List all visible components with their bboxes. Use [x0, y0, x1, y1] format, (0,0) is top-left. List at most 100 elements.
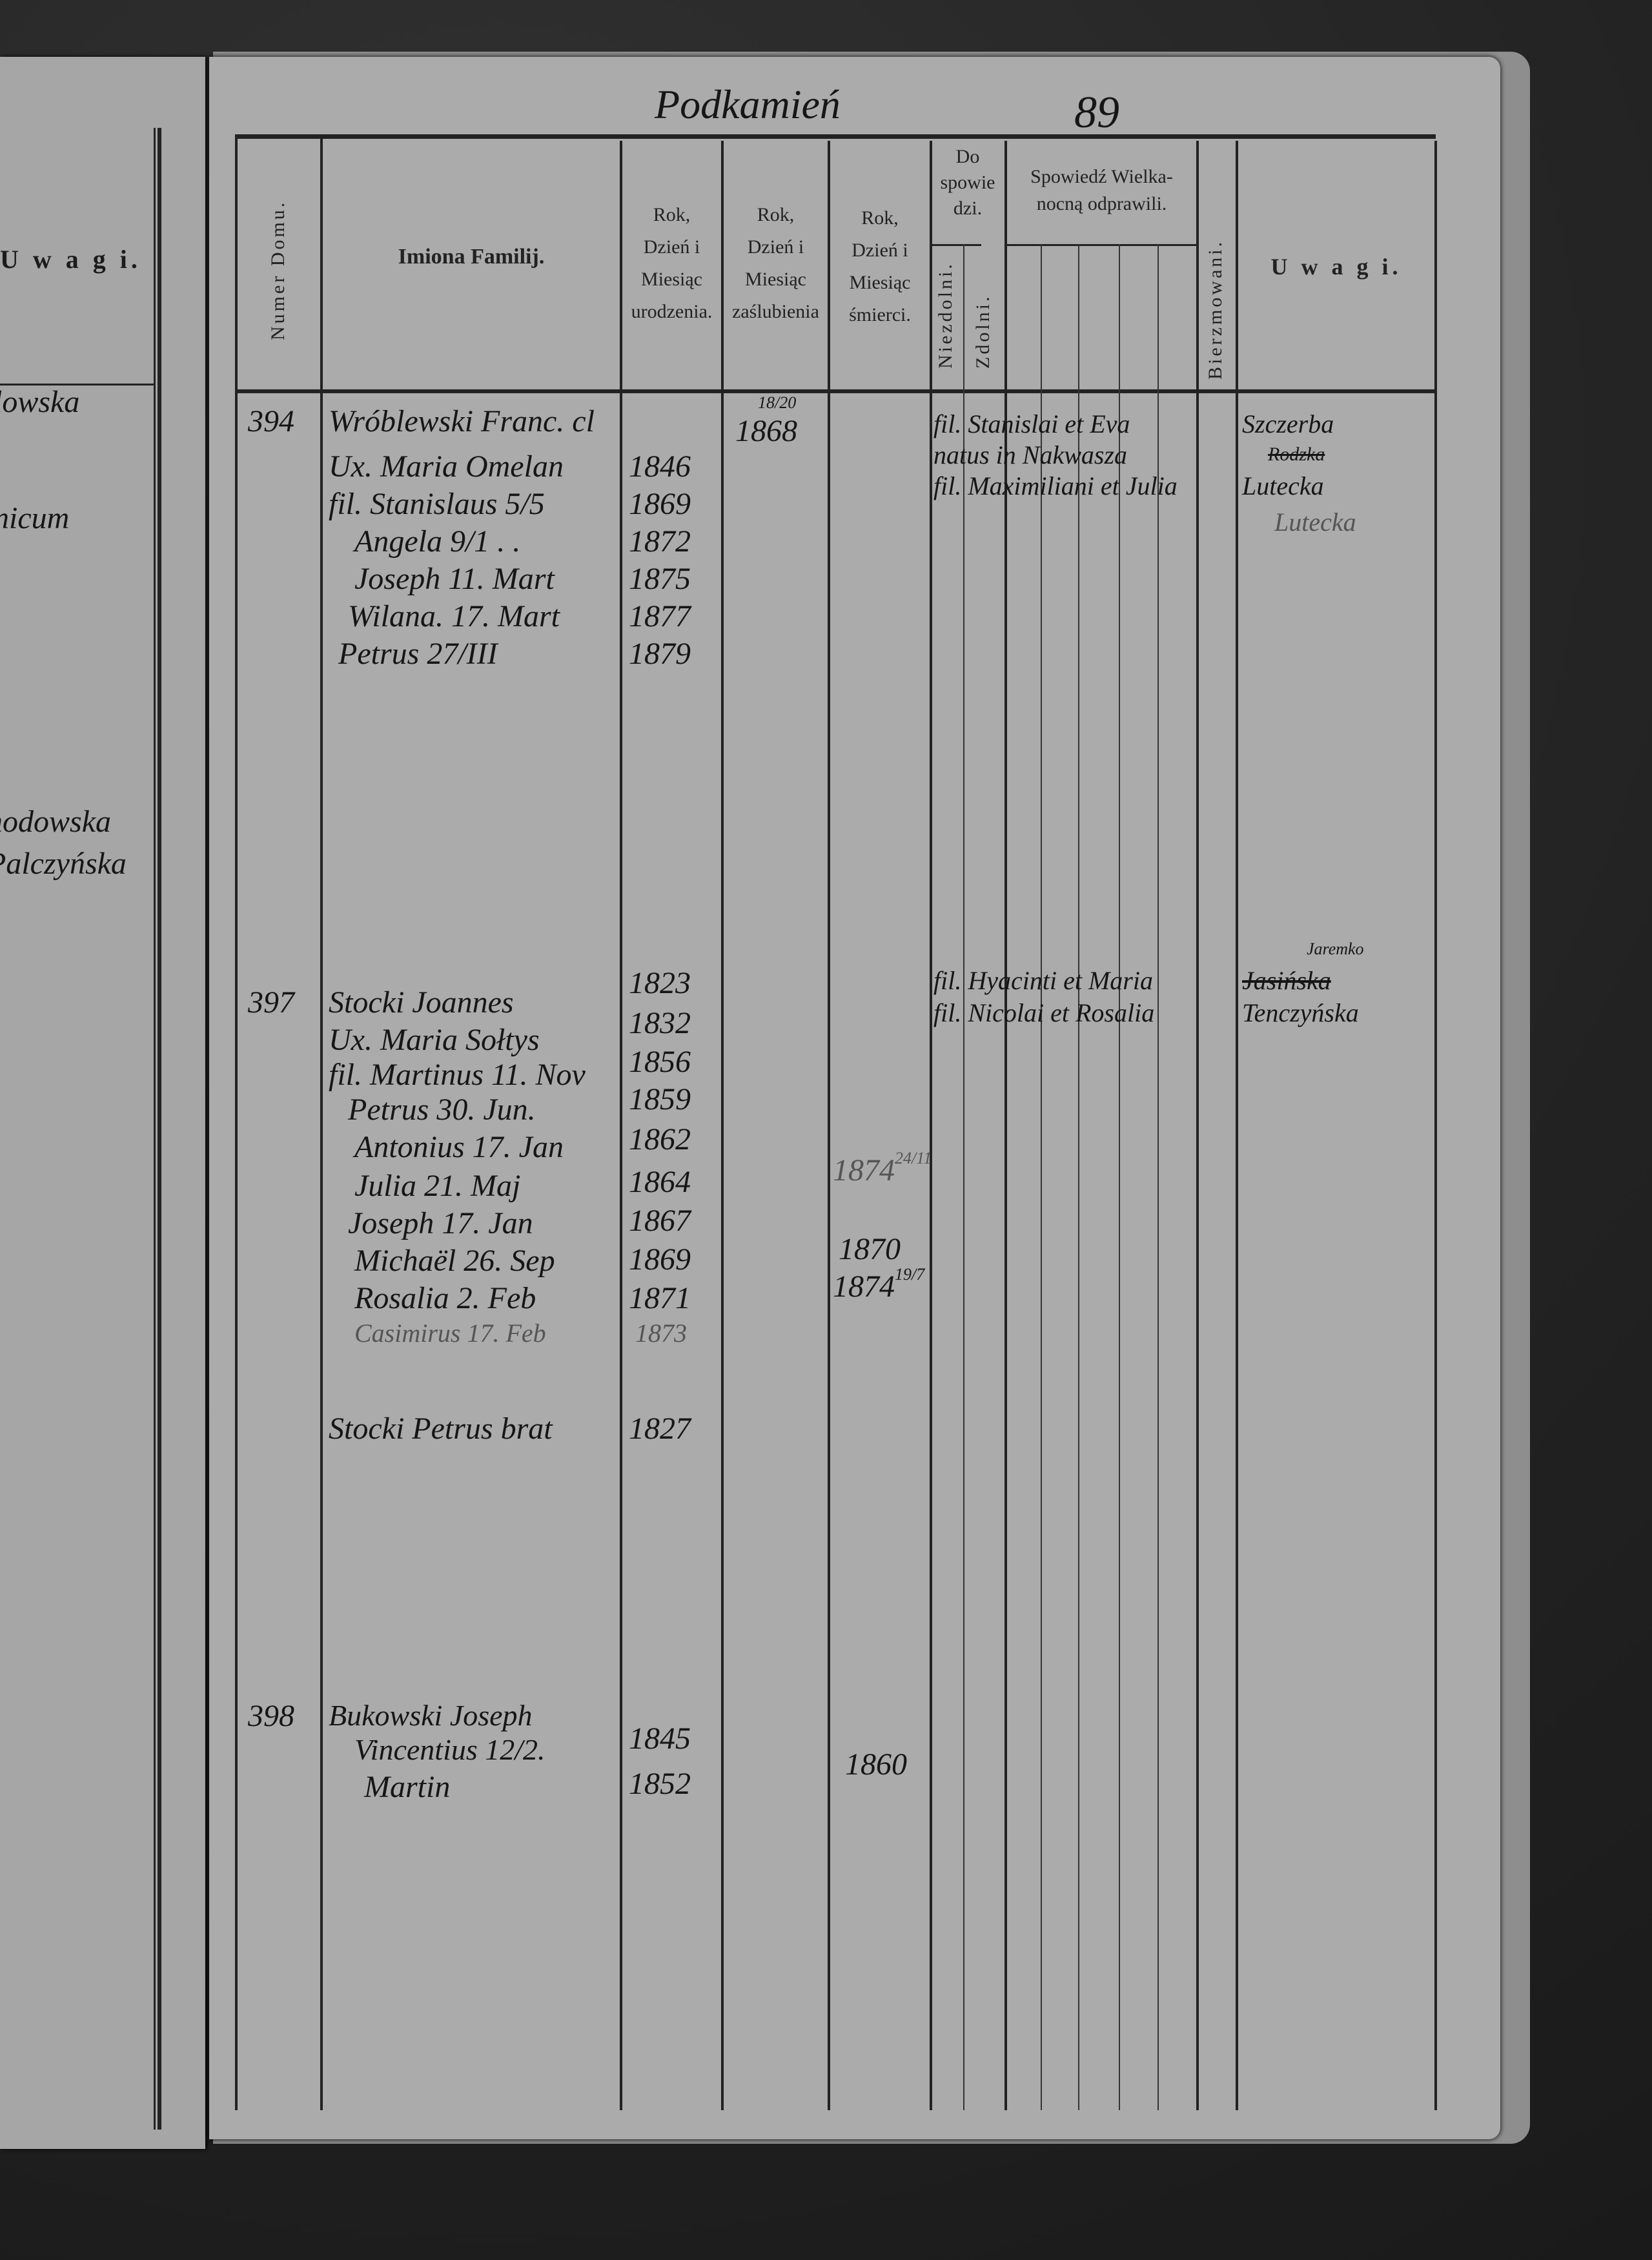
col-line	[1157, 244, 1159, 2110]
remark: Lutecka	[1274, 508, 1356, 537]
person-name-faint: Casimirus 17. Feb	[354, 1319, 546, 1348]
person-name: Wróblewski Franc. cl	[329, 404, 595, 438]
person-name: Stocki Joannes	[329, 985, 514, 1020]
header-death: Rok, Dzień i Miesiąc śmierci.	[830, 202, 930, 331]
parent-note: fil. Maximiliani et Julia	[933, 471, 1178, 500]
death-year: 1874	[833, 1269, 895, 1304]
birth-year: 1846	[629, 449, 691, 484]
birth-year: 1856	[629, 1045, 691, 1079]
header-able: Zdolni.	[972, 294, 994, 369]
person-name: fil. Stanislaus 5/5	[329, 487, 545, 521]
col-line	[1236, 141, 1238, 2110]
header-remarks: U w a g i.	[1270, 254, 1402, 280]
person-name: Antonius 17. Jan	[354, 1130, 564, 1164]
page-number: 89	[1074, 88, 1119, 138]
header-line: Dzień i	[747, 236, 804, 258]
col-line	[1041, 244, 1042, 2110]
header-line: dzi.	[953, 198, 983, 219]
person-name: Vincentius 12/2.	[354, 1733, 546, 1766]
header-line: spowie	[940, 172, 995, 193]
house-number: 394	[248, 404, 294, 438]
birth-year: 1832	[629, 1006, 691, 1040]
header-line: Dzień i	[643, 236, 700, 258]
birth-year: 1862	[629, 1122, 691, 1156]
col-line	[1196, 141, 1199, 2110]
house-number: 397	[248, 985, 294, 1020]
parent-note: fil. Nicolai et Rosalia	[933, 998, 1155, 1027]
parent-note: natus in Nakwasza	[933, 440, 1128, 469]
header-line: Miesiąc	[745, 269, 806, 290]
header-line: Miesiąc	[641, 269, 702, 290]
left-remarks-header: U w a g i.	[0, 245, 141, 274]
birth-year: 1879	[629, 637, 691, 671]
parent-note: fil. Stanislai et Eva	[933, 409, 1130, 438]
left-double-line	[158, 128, 161, 2130]
person-name: Bukowski Joseph	[329, 1699, 533, 1732]
person-name: Martin	[364, 1770, 451, 1804]
birth-year: 1867	[629, 1204, 691, 1238]
birth-year: 1864	[629, 1165, 691, 1199]
birth-year: 1877	[629, 599, 691, 633]
birth-year: 1823	[629, 966, 691, 1000]
header-line: zaślubienia	[732, 301, 819, 322]
birth-year: 1859	[629, 1082, 691, 1116]
remark: Szczerba	[1242, 409, 1334, 438]
confession-subrule	[930, 244, 981, 246]
birth-year: 1873	[635, 1319, 687, 1348]
birth-year: 1845	[629, 1721, 691, 1756]
left-remark: lowska	[0, 385, 80, 419]
marriage-day: 18/20	[758, 393, 797, 412]
table-top-rule	[235, 134, 1436, 139]
remark-struck: Rodzka	[1268, 444, 1325, 465]
header-bottom-rule	[235, 389, 1436, 393]
col-line	[828, 141, 830, 2110]
person-name: Joseph 17. Jan	[348, 1206, 533, 1240]
header-line: Do	[955, 146, 980, 167]
header-confession: Do spowie dzi.	[931, 144, 1004, 221]
birth-year: 1869	[629, 487, 691, 521]
header-line: Dzień i	[851, 240, 908, 261]
header-confirmed: Bierzmowani.	[1205, 239, 1226, 380]
header-names: Imiona Familij.	[398, 245, 545, 269]
left-remark: Palczyńska	[0, 847, 127, 881]
col-line	[1078, 244, 1079, 2110]
person-name: Julia 21. Maj	[354, 1169, 521, 1203]
left-column-line	[154, 128, 156, 2130]
parent-note: fil. Hyacinti et Maria	[933, 966, 1153, 995]
header-line: urodzenia.	[631, 301, 713, 322]
header-line: Spowiedź Wielka-	[1030, 166, 1173, 187]
birth-year: 1875	[629, 562, 691, 596]
person-name: Petrus 30. Jun.	[348, 1093, 536, 1127]
header-house-number: Numer Domu.	[267, 200, 289, 340]
remark: Tenczyńska	[1242, 998, 1359, 1027]
house-number: 398	[248, 1699, 294, 1733]
header-birth: Rok, Dzień i Miesiąc urodzenia.	[622, 199, 721, 328]
birth-year: 1852	[629, 1767, 691, 1801]
header-line: nocną odprawili.	[1036, 193, 1167, 214]
place-title: Podkamień	[655, 81, 841, 127]
left-remark: hodowska	[0, 805, 111, 839]
birth-year: 1871	[629, 1281, 691, 1315]
header-unable: Niezdolni.	[935, 262, 956, 369]
left-remark: nicum	[0, 501, 70, 535]
left-page: U w a g i. lowska nicum hodowska Palczyń…	[0, 57, 205, 2149]
birth-year: 1827	[629, 1412, 691, 1446]
death-day: 19/7	[895, 1265, 925, 1284]
col-line	[235, 134, 238, 2110]
remark-struck: Jasińska	[1242, 966, 1331, 995]
col-line	[963, 244, 964, 2110]
person-name: Ux. Maria Omelan	[329, 449, 564, 484]
header-line: Rok,	[757, 204, 795, 225]
person-name: Rosalia 2. Feb	[354, 1281, 536, 1315]
col-line	[1119, 244, 1120, 2110]
col-line	[620, 141, 622, 2110]
header-line: Miesiąc	[849, 272, 911, 293]
person-name: Angela 9/1 . .	[354, 524, 521, 559]
death-day: 24/11	[895, 1149, 932, 1167]
right-page: Podkamień 89 Numer Domu. Imiona Familij.…	[209, 57, 1500, 2139]
person-name: Petrus 27/III	[338, 637, 498, 671]
birth-year: 1872	[629, 524, 691, 559]
header-line: śmierci.	[849, 304, 911, 325]
person-name: Stocki Petrus brat	[329, 1412, 553, 1446]
header-marriage: Rok, Dzień i Miesiąc zaślubienia	[724, 199, 828, 328]
